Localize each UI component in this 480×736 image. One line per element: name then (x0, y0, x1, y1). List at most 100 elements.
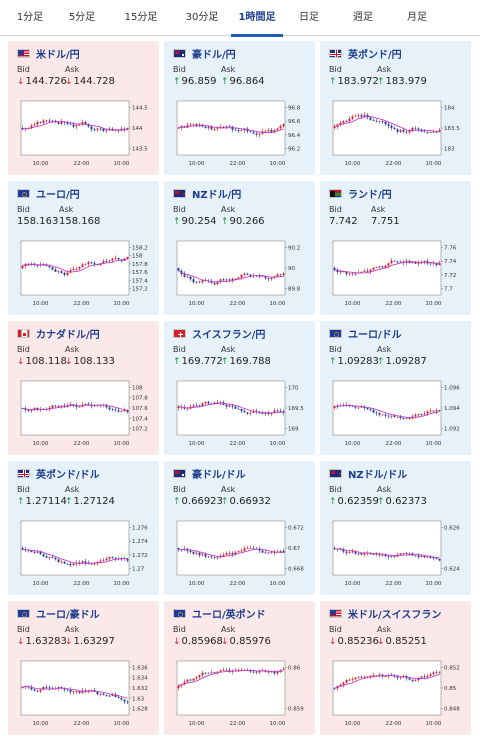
pair-name-link[interactable]: 英ポンド/円 (348, 49, 402, 61)
moving-average-line (334, 548, 440, 559)
candle-body (363, 270, 366, 272)
tab-5[interactable]: 1時間足 (227, 0, 287, 37)
rate-card[interactable]: 豪ドル/ドル Bid Ask ↑ 0.66923 ↑ 0.66932 0.672 0.67 0.6… (164, 461, 315, 595)
rate-chart[interactable]: 108 107.8 107.6 107.4 107.2 10:00 22:00 10:00 (17, 377, 153, 449)
rate-card[interactable]: 英ポンド/円 Bid Ask ↑ 183.972 ↑ 183.979 184 183.5 183 1… (320, 41, 471, 175)
candle-body (399, 677, 402, 679)
card-header[interactable]: 英ポンド/円 (329, 46, 402, 61)
candle-body (183, 407, 186, 409)
price-labels: Bid Ask (173, 205, 235, 214)
arrow-up-icon: ↑ (173, 496, 181, 507)
pair-name-link[interactable]: ユーロ/円 (36, 189, 80, 201)
pair-name-link[interactable]: NZドル/円 (192, 189, 242, 201)
y-tick-label: 0.672 (288, 525, 304, 531)
x-tick-label: 22:00 (74, 161, 90, 167)
ask-label: Ask (221, 485, 236, 494)
pair-name-link[interactable]: 米ドル/円 (36, 49, 80, 61)
pair-name-link[interactable]: ユーロ/ドル (348, 329, 402, 341)
pair-name-link[interactable]: ランド/円 (348, 189, 392, 201)
ask-value: 0.85251 (385, 636, 427, 647)
card-header[interactable]: ユーロ/豪ドル (17, 606, 100, 621)
rate-chart[interactable]: 7.76 7.74 7.72 7.7 10:00 22:00 10:00 (329, 237, 465, 309)
card-header[interactable]: 英ポンド/ドル (17, 466, 100, 481)
rate-card[interactable]: ランド/円 Bid Ask 7.742 7.751 7.76 7.74 7.72 7.7 10:0… (320, 181, 471, 315)
card-header[interactable]: カナダドル/円 (17, 326, 100, 341)
card-header[interactable]: ユーロ/円 (17, 186, 80, 201)
candle-body (51, 120, 54, 122)
rate-card[interactable]: ユーロ/円 Bid Ask 158.163 158.168 158.2 158 157.8 15… (8, 181, 159, 315)
card-header[interactable]: 米ドル/円 (17, 46, 80, 61)
candlestick-chart: 0.672 0.67 0.668 10:00 22:00 10:00 (176, 520, 304, 587)
y-tick-label: 90.2 (288, 245, 300, 251)
card-header[interactable]: スイスフラン/円 (173, 326, 266, 341)
card-header[interactable]: ユーロ/ドル (329, 326, 402, 341)
candle-body (396, 129, 399, 132)
rate-chart[interactable]: 158.2 158 157.8 157.6 157.4 157.2 10:00 22:00 10… (17, 237, 153, 309)
candle-body (261, 550, 264, 553)
rate-card[interactable]: NZドル/ドル Bid Ask ↑ 0.62359 ↑ 0.62373 0.626 0.624 1… (320, 461, 471, 595)
pair-name-link[interactable]: スイスフラン/円 (192, 329, 266, 341)
rate-chart[interactable]: 0.852 0.85 0.848 10:00 22:00 10:00 (329, 657, 465, 729)
candle-body (252, 132, 255, 134)
candle-body (207, 126, 210, 129)
pair-name-link[interactable]: ユーロ/英ポンド (192, 609, 266, 621)
rate-card[interactable]: 英ポンド/ドル Bid Ask ↑ 1.27114 ↑ 1.27124 1.276 1.274 1… (8, 461, 159, 595)
rate-card[interactable]: 豪ドル/円 Bid Ask ↑ 96.859 ↑ 96.864 96.8 96.6 96.4 96.… (164, 41, 315, 175)
tab-2[interactable]: 5分足 (68, 12, 96, 23)
price-labels: Bid Ask (329, 345, 391, 354)
bid-value: 158.163 (17, 216, 59, 227)
card-header[interactable]: ランド/円 (329, 186, 392, 201)
pair-name-link[interactable]: 豪ドル/ドル (192, 469, 246, 481)
rate-chart[interactable]: 96.8 96.6 96.4 96.2 10:00 22:00 10:00 (173, 97, 309, 169)
candle-body (213, 282, 216, 285)
candle-body (276, 670, 279, 674)
pair-name-link[interactable]: 英ポンド/ドル (36, 469, 100, 481)
rate-card[interactable]: 米ドル/円 Bid Ask ↓ 144.726 ↓ 144.728 144.5 144 143.5… (8, 41, 159, 175)
bid-price: ↑ 96.859 (173, 76, 217, 87)
pair-name-link[interactable]: ユーロ/豪ドル (36, 609, 100, 621)
candle-body (348, 679, 351, 681)
rate-chart[interactable]: 184 183.5 183 10:00 22:00 10:00 (329, 97, 465, 169)
rate-chart[interactable]: 1.276 1.274 1.272 1.27 10:00 22:00 10:00 (17, 517, 153, 589)
candle-body (66, 563, 69, 565)
card-header[interactable]: ユーロ/英ポンド (173, 606, 266, 621)
rate-card[interactable]: スイスフラン/円 Bid Ask ↑ 169.772 ↑ 169.788 170 169.5 16… (164, 321, 315, 455)
rate-chart[interactable]: 0.86 0.859 10:00 22:00 10:00 (173, 657, 309, 729)
candle-body (276, 128, 279, 130)
pair-name-link[interactable]: 米ドル/スイスフラン (348, 609, 442, 621)
card-header[interactable]: 米ドル/スイスフラン (329, 606, 442, 621)
card-header[interactable]: NZドル/ドル (329, 466, 408, 481)
bid-price: ↓ 0.85236 (329, 636, 379, 647)
tab-4[interactable]: 30分足 (185, 12, 219, 23)
rate-chart[interactable]: 1.636 1.634 1.632 1.63 1.628 10:00 22:00 10:00 (17, 657, 153, 729)
rate-chart[interactable]: 90.2 90 89.8 10:00 22:00 10:00 (173, 237, 309, 309)
rate-chart[interactable]: 170 169.5 169 10:00 22:00 10:00 (173, 377, 309, 449)
rate-chart[interactable]: 1.096 1.094 1.092 10:00 22:00 10:00 (329, 377, 465, 449)
candle-body (81, 122, 84, 124)
rate-card[interactable]: NZドル/円 Bid Ask ↑ 90.254 ↑ 90.266 90.2 90 89.8 10:0… (164, 181, 315, 315)
rate-chart[interactable]: 144.5 144 143.5 10:00 22:00 10:00 (17, 97, 153, 169)
ask-label: Ask (65, 345, 80, 354)
pair-name-link[interactable]: カナダドル/円 (36, 329, 100, 341)
tab-6[interactable]: 日足 (299, 12, 319, 23)
card-header[interactable]: NZドル/円 (173, 186, 242, 201)
rate-card[interactable]: ユーロ/豪ドル Bid Ask ↓ 1.63283 ↓ 1.63297 1.636 1.634 1… (8, 601, 159, 735)
rate-chart[interactable]: 0.626 0.624 10:00 22:00 10:00 (329, 517, 465, 589)
pair-name-link[interactable]: NZドル/ドル (348, 469, 408, 481)
rate-card[interactable]: ユーロ/ドル Bid Ask ↑ 1.09283 ↑ 1.09287 1.096 1.094 1.… (320, 321, 471, 455)
tab-1[interactable]: 1分足 (16, 12, 44, 23)
candle-body (435, 558, 438, 560)
rate-card[interactable]: 米ドル/スイスフラン Bid Ask ↓ 0.85236 ↓ 0.85251 0.852 0.8… (320, 601, 471, 735)
card-header[interactable]: 豪ドル/円 (173, 46, 236, 61)
candle-body (408, 418, 411, 419)
rate-card[interactable]: カナダドル/円 Bid Ask ↓ 108.118 ↓ 108.133 108 107.8 107… (8, 321, 159, 455)
pair-name-link[interactable]: 豪ドル/円 (192, 49, 236, 61)
tab-8[interactable]: 月足 (407, 12, 427, 23)
rate-chart[interactable]: 0.672 0.67 0.668 10:00 22:00 10:00 (173, 517, 309, 589)
tab-3[interactable]: 15分足 (124, 12, 158, 23)
candle-body (375, 553, 378, 555)
card-header[interactable]: 豪ドル/ドル (173, 466, 246, 481)
tab-7[interactable]: 週足 (353, 12, 373, 23)
rate-card[interactable]: ユーロ/英ポンド Bid Ask ↓ 0.85968 ↓ 0.85976 0.86 0.859 1… (164, 601, 315, 735)
bid-label: Bid (173, 345, 186, 354)
